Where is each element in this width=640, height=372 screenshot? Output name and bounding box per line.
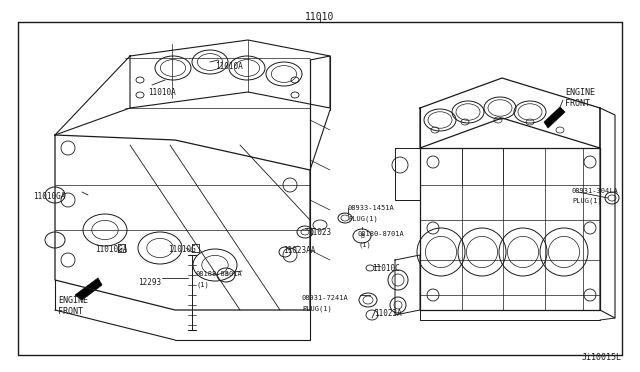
Text: PLUG(1): PLUG(1) <box>348 215 378 221</box>
Text: 11023: 11023 <box>308 228 331 237</box>
Text: (1): (1) <box>196 281 209 288</box>
Text: 11010C: 11010C <box>372 264 400 273</box>
Text: 11010: 11010 <box>305 12 335 22</box>
Text: 11010G: 11010G <box>168 245 196 254</box>
Text: 11023AA: 11023AA <box>283 246 316 255</box>
Text: PLUG(1): PLUG(1) <box>302 305 332 311</box>
Text: (1): (1) <box>358 241 371 247</box>
Text: Ji10015L: Ji10015L <box>582 353 622 362</box>
Text: 08933-1451A: 08933-1451A <box>348 205 395 211</box>
Polygon shape <box>544 107 565 128</box>
Polygon shape <box>75 278 102 300</box>
Text: 08180-8701A: 08180-8701A <box>358 231 404 237</box>
Text: 08931-7241A: 08931-7241A <box>302 295 349 301</box>
Text: ENGINE: ENGINE <box>58 296 88 305</box>
Text: FRONT: FRONT <box>565 99 590 108</box>
Text: 08188-8301A: 08188-8301A <box>196 271 243 277</box>
Text: 11010A: 11010A <box>148 88 176 97</box>
Text: 11010A: 11010A <box>215 62 243 71</box>
Text: 11023A: 11023A <box>374 309 402 318</box>
Text: B: B <box>360 234 364 238</box>
Text: ENGINE: ENGINE <box>565 88 595 97</box>
Text: B: B <box>224 273 228 278</box>
Text: 11010GA: 11010GA <box>33 192 65 201</box>
Text: 08931-304LA: 08931-304LA <box>572 188 619 194</box>
Text: 12293: 12293 <box>138 278 161 287</box>
Text: PLUG(1): PLUG(1) <box>572 198 602 205</box>
Text: FRONT: FRONT <box>58 307 83 316</box>
Text: 11010GA: 11010GA <box>95 245 127 254</box>
